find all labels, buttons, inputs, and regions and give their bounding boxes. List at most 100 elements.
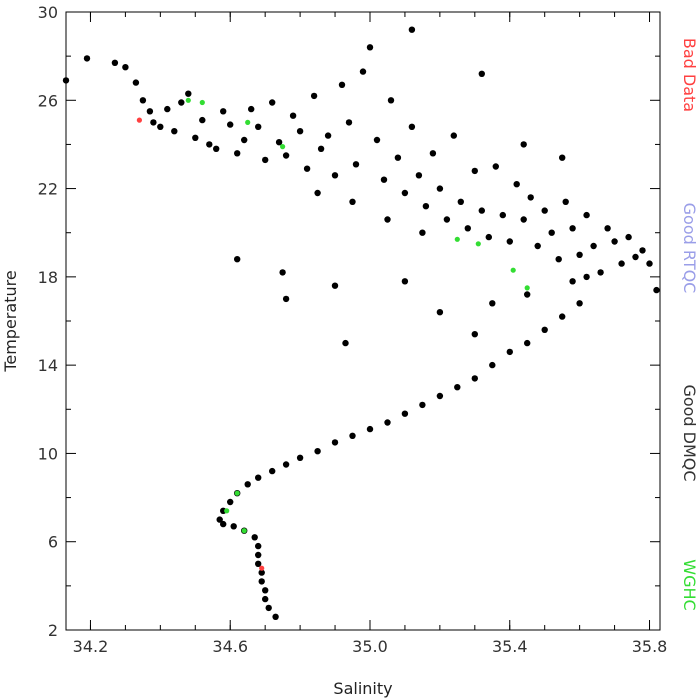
x-tick-label: 34.6	[212, 637, 248, 656]
point	[220, 520, 227, 528]
y-tick-label: 10	[38, 444, 58, 463]
point	[524, 285, 530, 291]
y-tick-label: 14	[38, 356, 58, 375]
point	[583, 273, 590, 281]
point	[255, 560, 262, 567]
point	[419, 229, 426, 236]
point	[349, 198, 356, 205]
point	[317, 145, 325, 152]
point	[272, 613, 279, 620]
point	[506, 238, 513, 245]
point	[62, 77, 70, 84]
y-tick-label: 26	[38, 91, 58, 110]
point	[199, 116, 206, 124]
point	[255, 542, 262, 550]
point	[653, 286, 660, 294]
point	[282, 461, 290, 468]
y-tick-label: 30	[38, 3, 58, 22]
point	[248, 105, 255, 113]
point	[224, 508, 230, 514]
point	[489, 300, 496, 307]
x-tick-label: 35.8	[632, 637, 668, 656]
series-wghc	[185, 97, 530, 534]
point	[524, 291, 531, 298]
point	[310, 92, 318, 100]
point	[555, 256, 562, 263]
point	[324, 132, 332, 139]
point	[220, 108, 227, 115]
point	[436, 392, 444, 400]
point	[534, 242, 541, 250]
point	[230, 523, 237, 530]
point	[384, 419, 391, 426]
point	[548, 229, 555, 236]
point	[296, 128, 304, 135]
point	[227, 121, 234, 128]
point	[255, 123, 262, 130]
point	[241, 136, 248, 144]
point	[331, 439, 339, 446]
y-tick-label: 22	[38, 180, 58, 199]
point	[625, 233, 632, 241]
point	[541, 207, 548, 214]
point	[632, 253, 639, 261]
point	[349, 432, 356, 439]
legend-item-wghc: WGHC	[680, 559, 699, 610]
point	[380, 176, 388, 183]
point	[373, 136, 381, 144]
point	[569, 225, 576, 232]
point	[275, 139, 283, 146]
y-tick-label: 6	[48, 533, 58, 552]
point	[314, 448, 321, 455]
point	[408, 26, 416, 33]
series-bad-data	[136, 117, 265, 571]
point	[583, 211, 590, 219]
series-good-dmqc	[62, 26, 660, 620]
point	[366, 44, 374, 51]
point	[559, 154, 566, 161]
point	[520, 216, 527, 223]
point	[244, 481, 251, 488]
point	[216, 516, 223, 523]
point	[559, 313, 566, 320]
point	[289, 112, 297, 119]
x-tick-label: 34.2	[73, 637, 109, 656]
legend-item-bad-data: Bad Data	[680, 38, 699, 112]
point	[510, 267, 516, 273]
point	[282, 295, 290, 303]
point	[83, 55, 91, 62]
point	[251, 534, 258, 541]
point	[562, 198, 569, 205]
legend-item-good-rtqc: Good RTQC	[680, 203, 699, 294]
point	[471, 375, 478, 382]
point	[139, 97, 147, 104]
point	[122, 63, 129, 71]
point	[569, 278, 576, 285]
point	[401, 189, 409, 197]
point	[454, 236, 460, 242]
point	[132, 79, 140, 86]
legend: Bad Data Good RTQC Good DMQC WGHC	[680, 38, 699, 611]
point	[206, 141, 213, 148]
y-tick-label: 18	[38, 268, 58, 287]
point	[279, 269, 286, 276]
point	[541, 326, 548, 333]
point	[457, 198, 464, 205]
point	[331, 282, 339, 289]
point	[234, 490, 240, 496]
point	[157, 123, 164, 130]
point	[506, 348, 513, 356]
point	[618, 260, 625, 267]
point	[178, 99, 185, 106]
point	[234, 150, 241, 157]
point	[280, 144, 286, 150]
point	[331, 172, 339, 179]
point	[303, 165, 311, 172]
point	[255, 474, 262, 481]
point	[454, 384, 461, 391]
point	[150, 119, 157, 126]
point	[164, 105, 171, 113]
point	[524, 339, 531, 347]
point	[611, 238, 618, 245]
